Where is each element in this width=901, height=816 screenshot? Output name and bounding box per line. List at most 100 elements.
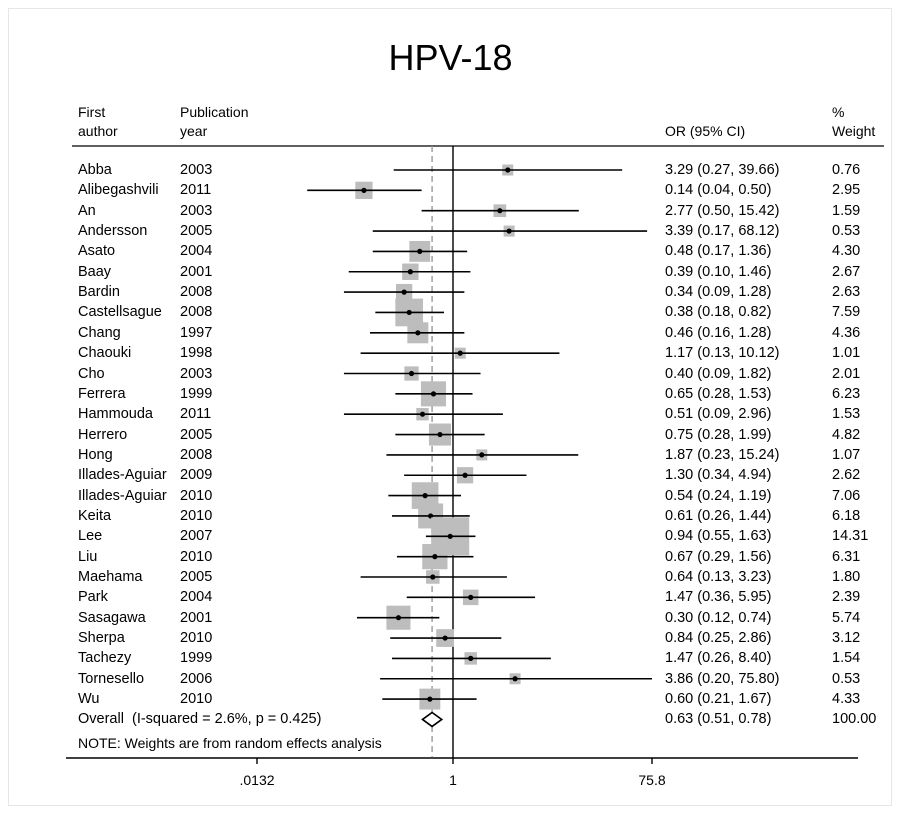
study-author: Herrero: [78, 426, 128, 443]
study-author: Abba: [78, 162, 112, 178]
study-weight: 1.01: [832, 345, 861, 362]
study-row: Baay 2001 0.39 (0.10, 1.46) 2.67: [0, 262, 901, 282]
study-author: Bardin: [78, 284, 120, 301]
study-author: Illades-Aguiar: [78, 467, 167, 484]
study-row: Keita 2010 0.61 (0.26, 1.44) 6.18: [0, 506, 901, 526]
study-author: Liu: [78, 548, 98, 565]
study-row: Sherpa 2010 0.84 (0.25, 2.86) 3.12: [0, 628, 901, 648]
study-year: 2010: [180, 548, 213, 565]
study-year: 2010: [180, 507, 213, 524]
point-estimate: [479, 452, 485, 458]
study-weight: 2.95: [832, 182, 861, 199]
study-weight: 1.59: [832, 202, 861, 219]
point-estimate: [505, 167, 511, 173]
study-or-ci: 0.64 (0.13, 3.23): [665, 569, 772, 585]
point-estimate: [408, 370, 415, 377]
study-row: Hong 2008 1.87 (0.23, 15.24) 1.07: [0, 445, 901, 465]
study-year: 2001: [180, 609, 213, 626]
point-estimate: [447, 533, 453, 539]
study-row: Tachezy 1999 1.47 (0.26, 8.40) 1.54: [0, 648, 901, 668]
study-row: Andersson 2005 3.39 (0.17, 68.12) 0.53: [0, 221, 901, 241]
study-year: 2004: [180, 243, 213, 260]
study-author: Alibegashvili: [78, 182, 159, 199]
study-author: Keita: [78, 507, 112, 524]
overall-or: 0.63 (0.51, 0.78): [665, 711, 772, 728]
study-weight: 4.82: [832, 426, 861, 443]
study-author: Sasagawa: [78, 609, 146, 626]
study-row: Abba 2003 3.29 (0.27, 39.66) 0.76: [0, 160, 901, 180]
study-weight: 6.31: [832, 548, 861, 565]
study-year: 2005: [180, 569, 213, 585]
study-row: Chang 1997 0.46 (0.16, 1.28) 4.36: [0, 323, 901, 343]
study-weight: 1.80: [832, 569, 861, 585]
point-estimate: [395, 615, 402, 621]
study-year: 2008: [180, 304, 213, 321]
study-year: 2004: [180, 589, 213, 606]
figure-frame: [8, 8, 892, 806]
study-or-ci: 0.54 (0.24, 1.19): [665, 487, 772, 504]
study-row: Chaouki 1998 1.17 (0.13, 10.12) 1.01: [0, 343, 901, 363]
study-author: Illades-Aguiar: [78, 487, 167, 504]
point-estimate: [497, 208, 503, 214]
x-tick-label: 75.8: [638, 772, 666, 788]
study-weight: 0.76: [832, 162, 861, 178]
study-author: Castellsague: [78, 304, 162, 321]
study-or-ci: 0.46 (0.16, 1.28): [665, 324, 772, 341]
study-or-ci: 1.87 (0.23, 15.24): [665, 446, 780, 463]
overall-weight: 100.00: [832, 711, 877, 728]
study-year: 2003: [180, 365, 213, 382]
note-text: NOTE: Weights are from random effects an…: [78, 735, 382, 751]
point-estimate: [401, 289, 407, 295]
study-year: 2005: [180, 426, 213, 443]
study-author: Baay: [78, 263, 112, 280]
point-estimate: [419, 411, 426, 417]
study-or-ci: 0.48 (0.17, 1.36): [665, 243, 772, 260]
study-or-ci: 0.14 (0.04, 0.50): [665, 182, 772, 199]
study-weight: 7.06: [832, 487, 861, 504]
point-estimate: [415, 330, 421, 336]
study-weight: 1.07: [832, 446, 861, 463]
study-year: 2003: [180, 202, 213, 219]
study-or-ci: 0.61 (0.26, 1.44): [665, 507, 772, 524]
point-estimate: [361, 187, 367, 193]
study-weight: 0.53: [832, 670, 861, 687]
study-or-ci: 3.29 (0.27, 39.66): [665, 162, 780, 178]
study-or-ci: 0.60 (0.21, 1.67): [665, 691, 772, 708]
point-estimate: [437, 431, 443, 438]
study-weight: 4.33: [832, 691, 861, 708]
point-estimate: [417, 248, 423, 254]
point-estimate: [432, 554, 438, 560]
study-row: Bardin 2008 0.34 (0.09, 1.28) 2.63: [0, 282, 901, 302]
point-estimate: [506, 228, 512, 234]
point-estimate: [512, 676, 518, 682]
study-weight: 4.30: [832, 243, 861, 260]
study-author: Tachezy: [78, 650, 132, 667]
study-or-ci: 0.67 (0.29, 1.56): [665, 548, 772, 565]
study-row: Cho 2003 0.40 (0.09, 1.82) 2.01: [0, 364, 901, 384]
study-year: 2003: [180, 162, 213, 178]
study-weight: 2.39: [832, 589, 861, 606]
study-year: 2010: [180, 630, 213, 647]
study-year: 2001: [180, 263, 213, 280]
study-author: Ferrera: [78, 385, 126, 402]
study-weight: 0.53: [832, 223, 861, 240]
study-or-ci: 0.65 (0.28, 1.53): [665, 385, 772, 402]
study-weight: 6.18: [832, 507, 861, 524]
study-weight: 6.23: [832, 385, 861, 402]
study-year: 2006: [180, 670, 213, 687]
study-or-ci: 0.34 (0.09, 1.28): [665, 284, 772, 301]
overall-diamond: [421, 711, 444, 728]
header-author-line1: First: [78, 104, 106, 120]
study-row: Castellsague 2008 0.38 (0.18, 0.82) 7.59: [0, 302, 901, 322]
study-year: 2011: [180, 182, 212, 199]
study-row: Illades-Aguiar 2010 0.54 (0.24, 1.19) 7.06: [0, 486, 901, 506]
study-year: 2008: [180, 446, 213, 463]
chart-title: HPV-18: [388, 37, 513, 78]
study-or-ci: 2.77 (0.50, 15.42): [665, 202, 780, 219]
study-author: Park: [78, 589, 108, 606]
study-weight: 1.53: [832, 406, 861, 423]
point-estimate: [428, 513, 434, 519]
point-estimate: [457, 350, 463, 356]
header-year-line1: Publication: [180, 104, 249, 120]
study-author: Cho: [78, 365, 105, 382]
